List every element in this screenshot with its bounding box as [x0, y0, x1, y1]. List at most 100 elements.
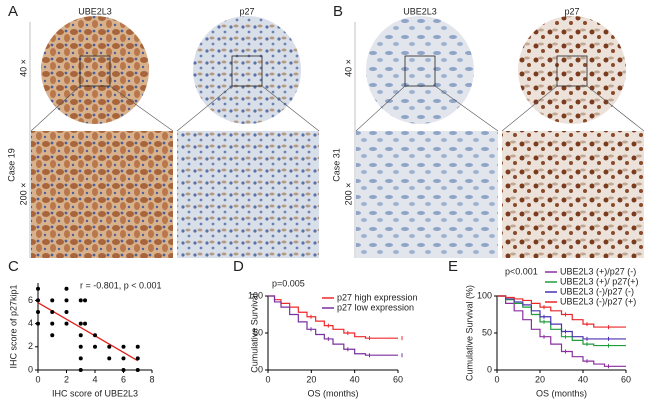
- tissue-core: [518, 16, 626, 124]
- survival-curve: [497, 295, 626, 340]
- point: [93, 344, 97, 349]
- zoom-line: [30, 85, 81, 132]
- tissue-core: [41, 16, 149, 124]
- legend-label: UBE2L3 (-)/p27 (-): [560, 286, 634, 296]
- zoom-line: [501, 85, 558, 132]
- point: [36, 286, 40, 291]
- point: [50, 321, 55, 326]
- point: [135, 368, 140, 372]
- y-axis-label: Cumulative Survival (%): [464, 285, 474, 381]
- row-label: Case 31: [331, 148, 341, 182]
- y-axis-label: IHC score of p27kip1: [8, 284, 18, 368]
- x-tick-label: 40: [578, 374, 588, 384]
- y-axis-label: Cumulative Survival: [249, 293, 259, 373]
- zoom-box: [404, 55, 436, 87]
- zoom-box: [231, 55, 263, 87]
- x-tick-label: 0: [35, 374, 40, 384]
- magnified-image: [356, 131, 498, 258]
- y-tick-label: 0: [28, 364, 33, 374]
- zoom-line: [355, 85, 406, 132]
- point: [83, 321, 88, 326]
- magnified-image: [31, 131, 173, 258]
- magnified-image: [177, 131, 319, 258]
- point: [135, 356, 140, 361]
- point: [83, 298, 88, 303]
- point: [36, 321, 40, 326]
- x-axis-label: OS (months): [307, 388, 358, 398]
- point: [64, 321, 69, 326]
- fit-line: [37, 302, 139, 362]
- x-tick-label: 0: [494, 374, 499, 384]
- panel-label: D: [233, 258, 244, 275]
- zoom-line: [176, 85, 233, 132]
- mag-label: 200 ×: [18, 183, 28, 206]
- point: [64, 310, 69, 314]
- point: [50, 310, 55, 314]
- column-label: UBE2L3: [403, 6, 437, 16]
- mag-label: 40 ×: [18, 59, 28, 77]
- point: [50, 333, 55, 338]
- x-tick-label: 0: [265, 374, 270, 384]
- zoom-box: [556, 55, 588, 87]
- legend-label: UBE2L3 (+)/p27 (-): [560, 266, 636, 276]
- magnified-image: [502, 131, 644, 258]
- point: [64, 286, 69, 291]
- point: [50, 298, 55, 303]
- y-tick-label: 4: [28, 318, 33, 328]
- point: [121, 368, 126, 372]
- y-tick-label: 50: [253, 327, 263, 337]
- y-tick-label: 0: [487, 364, 492, 374]
- column-label: UBE2L3: [78, 6, 112, 16]
- tissue-core: [366, 16, 474, 124]
- point: [107, 344, 112, 349]
- point: [78, 356, 83, 361]
- annotation: p<0.001: [505, 266, 538, 276]
- point: [107, 356, 112, 361]
- x-axis-label: OS (months): [536, 388, 587, 398]
- point: [121, 356, 126, 361]
- survival-curve: [497, 295, 626, 367]
- annotation: p=0.005: [272, 278, 305, 288]
- y-tick-label: 100: [477, 290, 492, 300]
- panel-label: C: [8, 258, 19, 275]
- legend-label: p27 high expression: [337, 292, 418, 302]
- zoom-line: [261, 85, 320, 132]
- x-tick-label: 4: [92, 374, 97, 384]
- column-label: p27: [564, 6, 579, 16]
- column-label: p27: [239, 6, 254, 16]
- x-tick-label: 6: [121, 374, 126, 384]
- x-tick-label: 2: [64, 374, 69, 384]
- point: [78, 298, 83, 303]
- point: [78, 333, 83, 338]
- x-tick-label: 60: [621, 374, 631, 384]
- y-tick-label: 100: [248, 290, 263, 300]
- x-tick-label: 20: [306, 374, 316, 384]
- y-tick-label: 0: [258, 364, 263, 374]
- point: [78, 321, 83, 326]
- point: [78, 344, 83, 349]
- panel-label: E: [448, 258, 458, 275]
- panel-label: B: [333, 3, 343, 20]
- zoom-line: [109, 85, 174, 132]
- panel-label: A: [8, 3, 18, 20]
- x-tick-label: 40: [350, 374, 360, 384]
- point: [121, 344, 126, 349]
- legend-label: p27 low expression: [337, 302, 414, 312]
- y-tick-label: 6: [28, 295, 33, 305]
- annotation: r = -0.801, p < 0.001: [80, 280, 162, 290]
- legend-label: UBE2L3 (-)/p27 (+): [560, 296, 636, 306]
- x-tick-label: 8: [149, 374, 154, 384]
- legend-label: UBE2L3 (+)/ p27(+): [560, 276, 639, 286]
- point: [64, 298, 69, 303]
- mag-label: 40 ×: [343, 59, 353, 77]
- tissue-core: [193, 16, 301, 124]
- x-axis-label: IHC score of UBE2L3: [52, 388, 138, 398]
- point: [135, 344, 140, 349]
- zoom-line: [434, 85, 499, 132]
- mag-label: 200 ×: [343, 183, 353, 206]
- zoom-box: [79, 55, 111, 87]
- survival-curve: [268, 295, 398, 356]
- point: [93, 333, 97, 338]
- x-tick-label: 60: [393, 374, 403, 384]
